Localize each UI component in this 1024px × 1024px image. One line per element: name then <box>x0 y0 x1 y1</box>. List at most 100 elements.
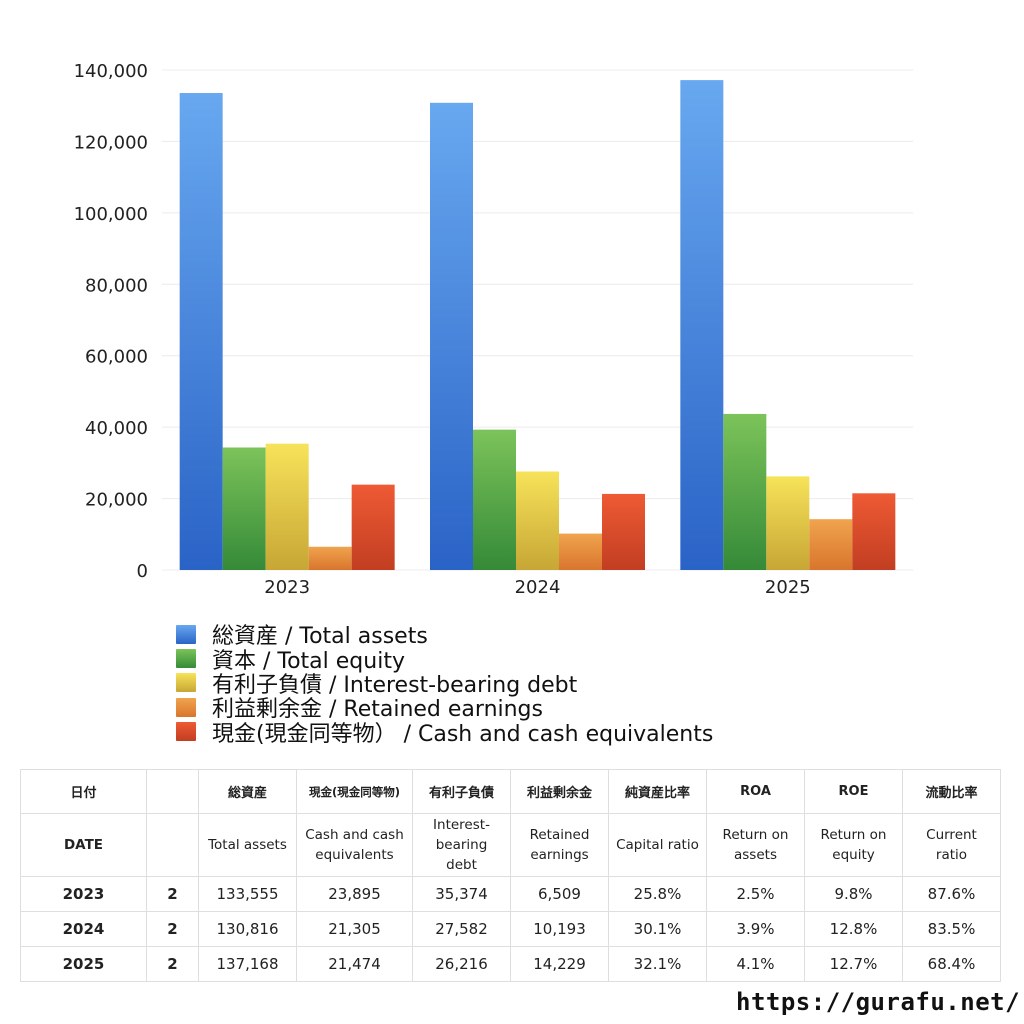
quarter-cell: 2 <box>146 911 199 947</box>
header-cell: 有利子負債 <box>412 769 511 814</box>
y-tick-label: 80,000 <box>85 275 148 296</box>
retained-cell: 10,193 <box>510 911 609 947</box>
x-tick-label: 2023 <box>264 577 310 598</box>
bar <box>265 443 309 570</box>
bar <box>473 429 516 570</box>
capital-ratio-cell: 30.1% <box>608 911 707 947</box>
debt-cell: 27,582 <box>412 911 511 947</box>
bar <box>308 546 352 570</box>
bar <box>809 519 853 570</box>
header-cell: 純資産比率 <box>608 769 707 814</box>
cash-cell: 23,895 <box>296 876 413 912</box>
header-cell: 現金(現金同等物) <box>296 769 413 814</box>
header-cell: Interest-bearing debt <box>412 813 511 877</box>
legend-item-retained-earnings: 利益剰余金 / Retained earnings <box>176 695 713 722</box>
legend-label: 利益剰余金 / Retained earnings <box>212 697 543 723</box>
header-cell: Capital ratio <box>608 813 707 877</box>
year-cell: 2025 <box>20 946 147 982</box>
bar <box>222 447 266 570</box>
current-ratio-cell: 87.6% <box>902 876 1001 912</box>
x-axis-ticks: 2023 2024 2025 <box>264 577 810 598</box>
y-axis-ticks: 0 20,000 40,000 60,000 80,000 100,000 120,000 1… <box>74 61 148 582</box>
quarter-cell: 2 <box>146 946 199 982</box>
debt-cell: 26,216 <box>412 946 511 982</box>
bar <box>559 533 602 570</box>
current-ratio-cell: 83.5% <box>902 911 1001 947</box>
bar <box>179 93 223 571</box>
header-cell: Retained earnings <box>510 813 609 877</box>
legend-item-total-assets: 総資産 / Total assets <box>176 622 713 649</box>
chart-bars <box>179 80 896 571</box>
y-tick-label: 40,000 <box>85 418 148 439</box>
header-cell: DATE <box>20 813 147 877</box>
bar <box>516 471 559 570</box>
legend-label: 資本 / Total equity <box>212 648 405 674</box>
bar <box>680 80 724 570</box>
roe-cell: 9.8% <box>804 876 903 912</box>
header-cell: Total assets <box>198 813 297 877</box>
header-cell: 利益剰余金 <box>510 769 609 814</box>
header-cell: 流動比率 <box>902 769 1001 814</box>
header-cell: Cash and cash equivalents <box>296 813 413 877</box>
header-cell <box>146 813 199 877</box>
y-tick-label: 60,000 <box>85 347 148 368</box>
y-tick-label: 120,000 <box>74 132 148 153</box>
header-cell: Return on assets <box>706 813 805 877</box>
cash-cell: 21,305 <box>296 911 413 947</box>
legend-swatch <box>176 722 196 742</box>
header-cell: 日付 <box>20 769 147 814</box>
table-row: 2024 2 130,816 21,305 27,582 10,193 30.1… <box>20 911 1001 947</box>
legend-label: 有利子負債 / Interest-bearing debt <box>212 672 578 698</box>
table-row: 2023 2 133,555 23,895 35,374 6,509 25.8%… <box>20 876 1001 912</box>
current-ratio-cell: 68.4% <box>902 946 1001 982</box>
table-row: 2025 2 137,168 21,474 26,216 14,229 32.1… <box>20 946 1001 982</box>
legend-swatch <box>176 624 196 644</box>
year-cell: 2024 <box>20 911 147 947</box>
legend-label: 現金(現金同等物） / Cash and cash equivalents <box>212 721 714 747</box>
table-header-jp: 日付 総資産 現金(現金同等物) 有利子負債 利益剰余金 純資産比率 ROA R… <box>20 769 1001 814</box>
table-header-en: DATE Total assets Cash and cash equivale… <box>20 813 1001 877</box>
bar <box>602 493 645 570</box>
header-cell: ROE <box>804 769 903 814</box>
y-tick-label: 20,000 <box>85 490 148 511</box>
chart-legend: 総資産 / Total assets 資本 / Total equity 有利子… <box>176 622 713 747</box>
y-tick-label: 100,000 <box>74 204 148 225</box>
bar <box>351 484 395 570</box>
roe-cell: 12.8% <box>804 911 903 947</box>
roe-cell: 12.7% <box>804 946 903 982</box>
header-cell: 総資産 <box>198 769 297 814</box>
header-cell: Return on equity <box>804 813 903 877</box>
total-assets-cell: 137,168 <box>198 946 297 982</box>
cash-cell: 21,474 <box>296 946 413 982</box>
legend-swatch <box>176 697 196 717</box>
x-tick-label: 2025 <box>765 577 811 598</box>
total-assets-cell: 130,816 <box>198 911 297 947</box>
financial-metrics-table: 日付 総資産 現金(現金同等物) 有利子負債 利益剰余金 純資産比率 ROA R… <box>20 769 1001 982</box>
header-cell <box>146 769 199 814</box>
capital-ratio-cell: 32.1% <box>608 946 707 982</box>
bar <box>766 476 810 570</box>
legend-swatch <box>176 673 196 693</box>
bar <box>852 493 896 570</box>
bar <box>723 413 767 570</box>
capital-ratio-cell: 25.8% <box>608 876 707 912</box>
legend-label: 総資産 / Total assets <box>212 624 428 650</box>
roa-cell: 3.9% <box>706 911 805 947</box>
bar-chart: 0 20,000 40,000 60,000 80,000 100,000 120,000 1… <box>74 61 913 598</box>
x-tick-label: 2024 <box>515 577 561 598</box>
legend-item-cash: 現金(現金同等物） / Cash and cash equivalents <box>176 720 713 747</box>
site-url: https://gurafu.net/ <box>736 988 1021 1016</box>
legend-item-interest-bearing-debt: 有利子負債 / Interest-bearing debt <box>176 671 713 698</box>
retained-cell: 6,509 <box>510 876 609 912</box>
y-tick-label: 140,000 <box>74 61 148 82</box>
header-cell: Current ratio <box>902 813 1001 877</box>
bar <box>430 102 473 571</box>
debt-cell: 35,374 <box>412 876 511 912</box>
roa-cell: 2.5% <box>706 876 805 912</box>
year-cell: 2023 <box>20 876 147 912</box>
total-assets-cell: 133,555 <box>198 876 297 912</box>
header-cell: ROA <box>706 769 805 814</box>
legend-item-total-equity: 資本 / Total equity <box>176 646 713 674</box>
roa-cell: 4.1% <box>706 946 805 982</box>
quarter-cell: 2 <box>146 876 199 912</box>
